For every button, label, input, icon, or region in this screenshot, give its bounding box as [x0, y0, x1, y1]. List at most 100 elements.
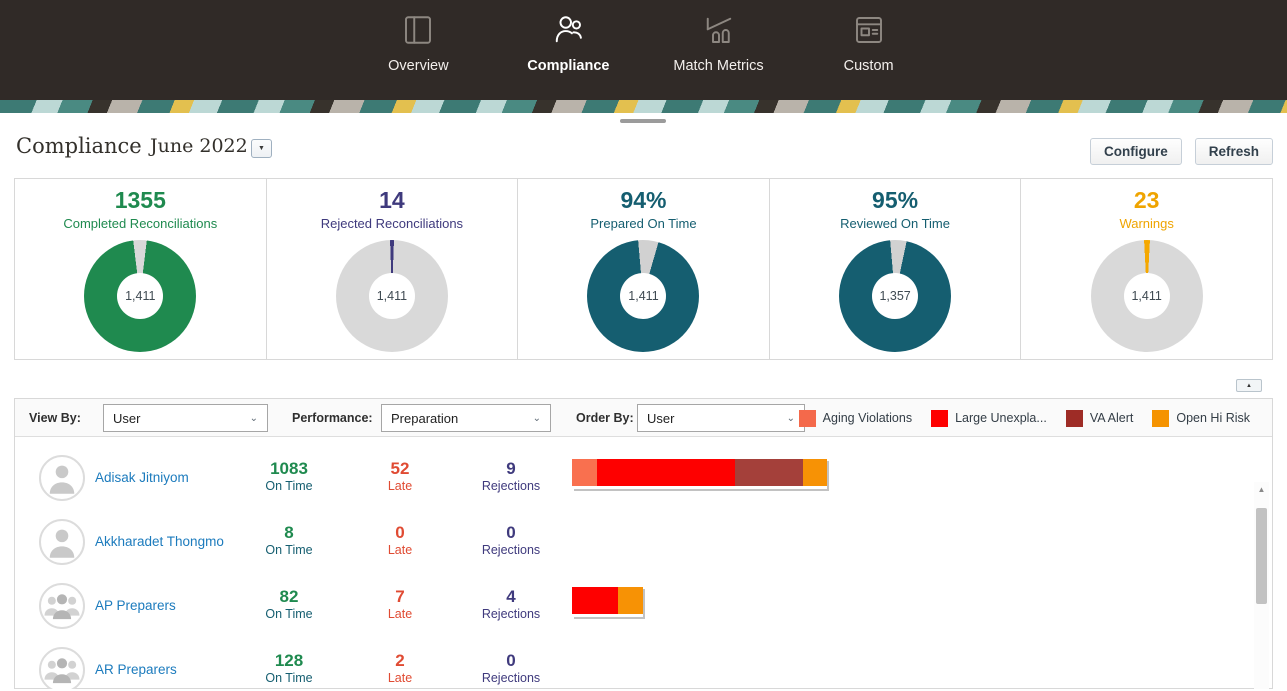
- table-row: Adisak Jitniyom 1083 On Time 52 Late 9 Reje…: [15, 446, 1245, 510]
- legend-label: Aging Violations: [822, 411, 913, 425]
- page-header: Compliance June 2022 ▼ Configure Refresh: [0, 126, 1287, 174]
- bar-segment: [803, 459, 827, 486]
- view-by-select[interactable]: User ⌄: [103, 404, 268, 432]
- tab-overview[interactable]: Overview: [373, 12, 463, 74]
- period-dropdown-button[interactable]: ▼: [251, 139, 272, 158]
- rejections-value: 0: [506, 523, 516, 542]
- kpi-completed-reconciliations: 1355 Completed Reconciliations 1,411: [15, 179, 267, 359]
- chevron-down-icon: ⌄: [249, 412, 258, 424]
- tab-compliance[interactable]: Compliance: [523, 12, 613, 74]
- kpi-value: 14: [379, 187, 405, 213]
- kpi-label: Prepared On Time: [590, 216, 697, 232]
- user-name-link[interactable]: Akkharadet Thongmo: [95, 534, 224, 549]
- kpi-panel: 1355 Completed Reconciliations 1,411 14 …: [14, 178, 1273, 360]
- legend-item-open-hi-risk: Open Hi Risk: [1152, 409, 1250, 427]
- reviewed-donut-chart[interactable]: 1,357: [839, 240, 952, 353]
- risk-legend: Aging Violations Large Unexpla... VA Ale…: [798, 399, 1250, 437]
- order-by-select[interactable]: User ⌄: [637, 404, 805, 432]
- scroll-up-arrow-icon[interactable]: ▲: [1257, 484, 1266, 494]
- large-unexplained-swatch: [931, 409, 949, 427]
- performance-select[interactable]: Preparation ⌄: [381, 404, 551, 432]
- prepared-donut-chart[interactable]: 1,411: [587, 240, 700, 353]
- user-name-link[interactable]: Adisak Jitniyom: [95, 470, 189, 485]
- page-title: Compliance: [16, 134, 142, 158]
- view-by-label: View By:: [29, 411, 81, 425]
- kpi-rejected-reconciliations: 14 Rejected Reconciliations 1,411: [267, 179, 519, 359]
- late-label: Late: [387, 671, 413, 686]
- chevron-down-icon: ⌄: [786, 412, 795, 424]
- rejections-value: 4: [506, 587, 516, 606]
- kpi-value: 1355: [114, 187, 166, 213]
- period-label: June 2022: [150, 135, 248, 157]
- group-avatar: [39, 647, 85, 689]
- tab-overview-label: Overview: [388, 58, 449, 74]
- performance-label: Performance:: [292, 411, 373, 425]
- user-name-link[interactable]: AP Preparers: [95, 598, 176, 613]
- tab-compliance-label: Compliance: [527, 58, 610, 74]
- order-by-label: Order By:: [576, 411, 634, 425]
- bar-segment: [572, 459, 597, 486]
- tab-custom[interactable]: Custom: [824, 12, 914, 74]
- view-by-value: User: [113, 410, 141, 426]
- kpi-label: Warnings: [1119, 216, 1174, 232]
- filter-bar: View By: User ⌄ Performance: Preparation…: [15, 399, 1272, 437]
- kpi-value: 23: [1133, 187, 1160, 213]
- performance-table-panel: View By: User ⌄ Performance: Preparation…: [14, 398, 1273, 689]
- late-label: Late: [387, 543, 413, 558]
- open-hi-risk-swatch: [1152, 409, 1170, 427]
- overview-icon: [400, 12, 436, 48]
- tab-match-metrics[interactable]: Match Metrics: [673, 12, 764, 74]
- rejected-donut-chart[interactable]: 1,411: [335, 240, 448, 353]
- risk-bar-chart[interactable]: [572, 459, 827, 489]
- group-avatar: [39, 583, 85, 629]
- user-avatar: [39, 455, 85, 501]
- compliance-people-icon: [550, 12, 586, 48]
- collapse-panel-button[interactable]: ▲: [1236, 379, 1262, 392]
- table-row: AP Preparers 82 On Time 7 Late 4 Rejections: [15, 574, 1245, 638]
- caret-up-icon: ▲: [1246, 382, 1252, 389]
- kpi-prepared-on-time: 94% Prepared On Time 1,411: [518, 179, 770, 359]
- kpi-reviewed-on-time: 95% Reviewed On Time 1,357: [770, 179, 1022, 359]
- kpi-label: Rejected Reconciliations: [320, 216, 464, 232]
- donut-center-value: 1,411: [368, 273, 415, 320]
- donut-center-value: 1,357: [872, 273, 919, 320]
- late-value: 7: [395, 587, 405, 606]
- legend-item-va-alert: VA Alert: [1065, 409, 1133, 427]
- match-metrics-chart-icon: [701, 12, 737, 48]
- on-time-label: On Time: [265, 607, 313, 622]
- chevron-down-icon: ⌄: [532, 412, 541, 424]
- bar-segment: [618, 587, 643, 614]
- custom-dashboard-icon: [851, 12, 887, 48]
- on-time-value: 8: [284, 523, 294, 542]
- on-time-value: 128: [274, 651, 304, 670]
- configure-button[interactable]: Configure: [1089, 138, 1182, 165]
- scrollbar-thumb[interactable]: [1256, 508, 1267, 604]
- panel-drag-handle[interactable]: [620, 119, 666, 123]
- rejections-label: Rejections: [481, 479, 541, 494]
- user-rows: Adisak Jitniyom 1083 On Time 52 Late 9 Reje…: [15, 437, 1272, 689]
- user-name-link[interactable]: AR Preparers: [95, 662, 177, 677]
- kpi-value: 95%: [872, 187, 919, 213]
- legend-label: Open Hi Risk: [1176, 411, 1250, 425]
- late-label: Late: [387, 607, 413, 622]
- rejections-label: Rejections: [481, 607, 541, 622]
- warnings-donut-chart[interactable]: 1,411: [1090, 240, 1203, 353]
- kpi-label: Completed Reconciliations: [63, 216, 218, 232]
- vertical-scrollbar[interactable]: ▲ ▼: [1254, 482, 1269, 689]
- completed-donut-chart[interactable]: 1,411: [84, 240, 197, 353]
- on-time-label: On Time: [265, 543, 313, 558]
- tab-match-metrics-label: Match Metrics: [673, 58, 764, 74]
- on-time-label: On Time: [265, 671, 313, 686]
- table-row: AR Preparers 128 On Time 2 Late 0 Rejection…: [15, 638, 1245, 689]
- rejections-value: 0: [506, 651, 516, 670]
- kpi-warnings: 23 Warnings 1,411: [1021, 179, 1272, 359]
- decorative-banner: [0, 100, 1287, 113]
- refresh-button[interactable]: Refresh: [1194, 138, 1273, 165]
- late-value: 2: [395, 651, 405, 670]
- risk-bar-chart[interactable]: [572, 587, 643, 617]
- donut-center-value: 1,411: [620, 273, 667, 320]
- donut-center-value: 1,411: [1123, 273, 1170, 320]
- bar-segment: [572, 587, 618, 614]
- order-by-value: User: [647, 410, 675, 426]
- table-row: Akkharadet Thongmo 8 On Time 0 Late 0 Rejec…: [15, 510, 1245, 574]
